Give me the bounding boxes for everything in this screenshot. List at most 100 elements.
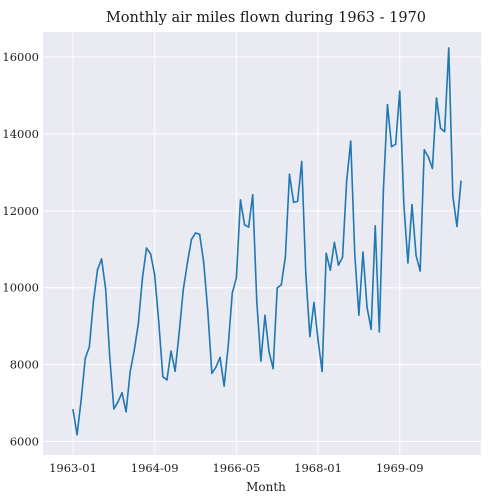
data-point xyxy=(280,283,283,286)
data-point xyxy=(354,253,356,256)
data-point xyxy=(104,288,107,290)
data-point xyxy=(178,331,180,334)
data-point xyxy=(145,247,148,249)
data-point xyxy=(157,321,160,323)
data-points xyxy=(72,47,462,436)
chart-title: Monthly air miles flown during 1963 - 19… xyxy=(106,10,426,26)
data-point xyxy=(443,130,446,133)
data-point xyxy=(317,339,319,341)
data-point xyxy=(255,300,258,303)
data-point xyxy=(349,140,352,142)
data-point xyxy=(108,356,111,358)
data-point xyxy=(137,322,140,325)
data-point xyxy=(288,173,291,176)
x-tick-label: 1966-05 xyxy=(212,461,260,475)
data-point xyxy=(337,264,340,266)
data-point xyxy=(133,349,136,352)
x-tick-label: 1969-09 xyxy=(376,461,424,475)
data-point xyxy=(268,350,270,353)
data-point xyxy=(198,233,201,236)
data-point xyxy=(264,314,266,317)
x-tick-label: 1968-01 xyxy=(294,461,342,475)
data-point xyxy=(227,345,229,347)
data-point xyxy=(92,300,95,303)
data-point xyxy=(456,225,458,228)
data-point xyxy=(72,408,74,411)
data-point xyxy=(435,97,438,99)
data-point xyxy=(452,195,454,197)
data-point xyxy=(403,202,405,205)
data-point xyxy=(333,241,336,244)
data-point xyxy=(431,167,434,170)
data-point xyxy=(113,408,115,410)
data-point xyxy=(231,292,234,294)
data-point xyxy=(309,335,311,338)
y-tick-label: 12000 xyxy=(2,204,39,218)
data-point xyxy=(166,379,168,381)
data-point xyxy=(386,103,389,106)
y-axis-ticks: 6000 8000 10000 12000 14000 16000 xyxy=(2,50,39,449)
data-point xyxy=(394,143,397,146)
data-point xyxy=(419,270,421,272)
data-point xyxy=(460,180,462,182)
data-point xyxy=(141,277,144,279)
data-point xyxy=(149,253,152,255)
data-point xyxy=(329,269,332,272)
data-point xyxy=(341,256,344,258)
data-point xyxy=(215,366,217,369)
data-point xyxy=(366,306,368,309)
plot-background xyxy=(43,32,481,455)
data-point xyxy=(153,274,156,276)
data-point xyxy=(243,223,246,226)
data-point xyxy=(276,287,279,289)
data-point xyxy=(345,180,348,183)
data-point xyxy=(194,232,197,234)
data-point xyxy=(121,391,123,394)
data-point xyxy=(325,252,328,255)
data-point xyxy=(415,254,417,257)
data-point xyxy=(76,433,78,436)
data-point xyxy=(129,370,131,373)
data-point xyxy=(374,225,377,227)
data-point xyxy=(125,410,127,413)
data-point xyxy=(251,193,254,196)
data-point xyxy=(88,346,91,348)
data-point xyxy=(305,272,307,275)
y-tick-label: 6000 xyxy=(10,435,39,449)
grid-lines xyxy=(43,32,481,455)
x-tick-label: 1963-01 xyxy=(49,461,97,475)
data-point xyxy=(162,375,164,378)
data-point xyxy=(235,277,238,279)
data-point xyxy=(382,189,385,191)
data-point xyxy=(390,145,393,148)
data-point xyxy=(427,156,430,158)
data-point xyxy=(272,367,274,370)
data-point xyxy=(202,261,205,263)
data-point xyxy=(423,148,426,151)
data-point xyxy=(292,201,295,204)
data-point xyxy=(206,310,209,312)
y-tick-label: 8000 xyxy=(10,358,39,372)
data-point xyxy=(370,328,372,331)
data-point xyxy=(219,356,221,359)
data-point xyxy=(211,372,213,375)
y-tick-label: 14000 xyxy=(2,127,39,141)
data-point xyxy=(407,262,409,264)
x-axis-label: Month xyxy=(246,480,286,494)
data-point xyxy=(284,256,287,258)
data-point xyxy=(190,238,193,241)
data-point xyxy=(174,370,176,373)
y-tick-label: 16000 xyxy=(2,50,39,64)
data-point xyxy=(182,288,185,291)
data-point xyxy=(358,314,360,316)
data-point xyxy=(300,160,303,163)
data-point xyxy=(321,370,323,373)
x-axis-ticks: 1963-01 1964-09 1966-05 1968-01 1969-09 xyxy=(49,461,424,475)
data-point xyxy=(411,203,413,206)
data-point xyxy=(223,385,225,387)
data-point xyxy=(96,269,99,271)
data-point xyxy=(84,357,87,360)
data-point xyxy=(170,350,172,352)
data-point xyxy=(398,90,401,93)
